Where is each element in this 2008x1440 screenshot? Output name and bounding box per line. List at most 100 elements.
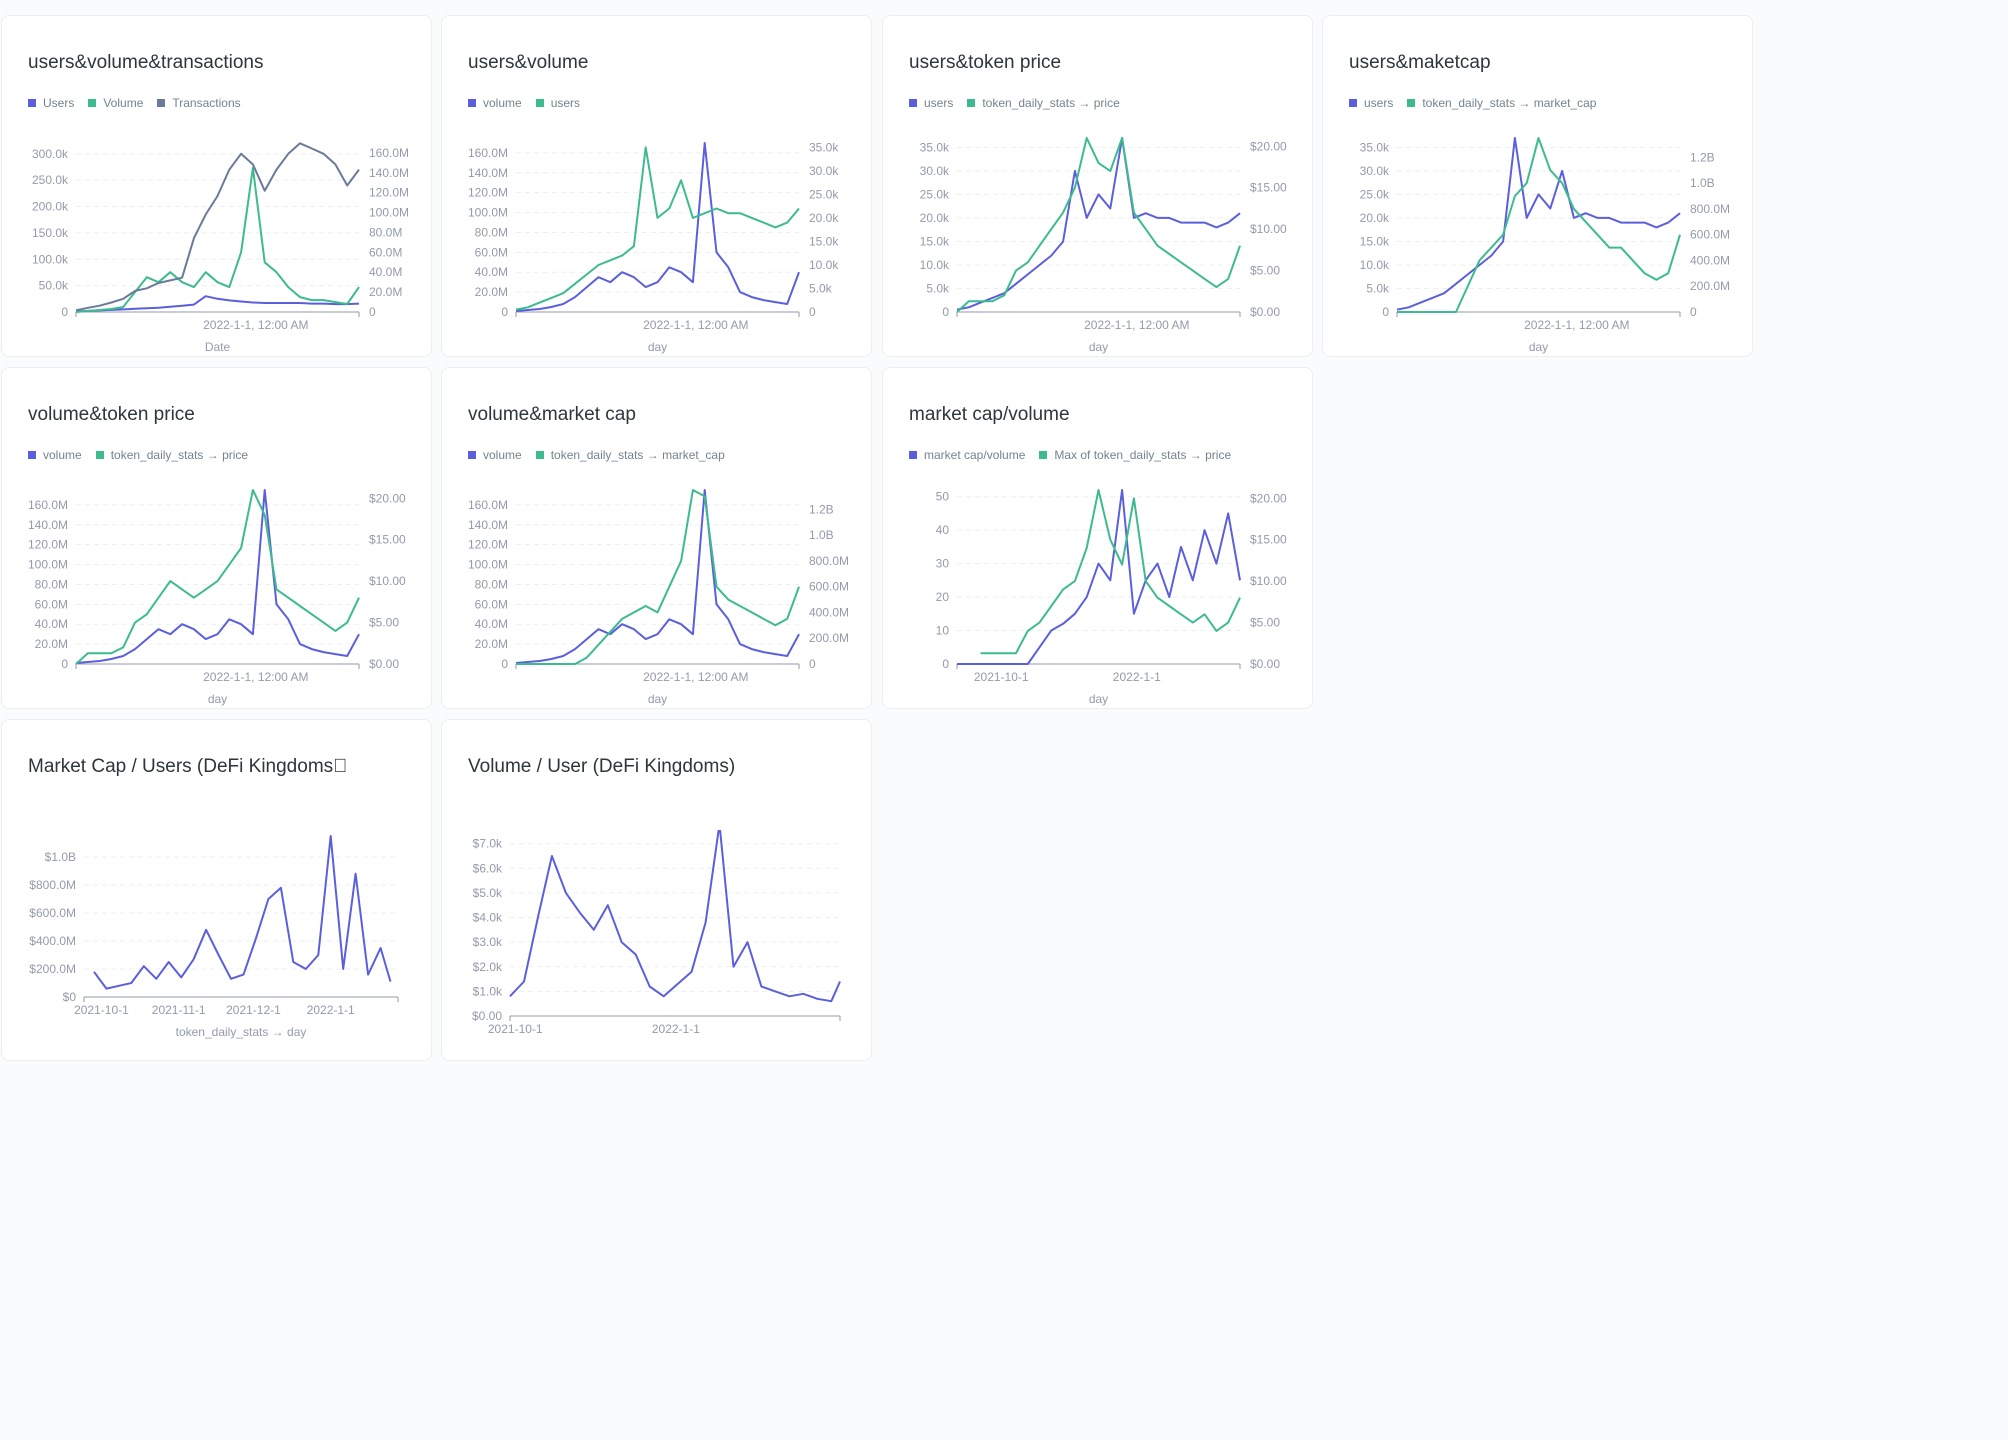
y-left-tick-label: 10.0k xyxy=(920,258,950,272)
chart-title[interactable]: volume&token price xyxy=(28,404,195,425)
y-left-tick-label: $3.0k xyxy=(473,935,503,949)
legend-item[interactable]: Volume xyxy=(88,96,143,110)
legend-item[interactable]: users xyxy=(909,96,953,110)
legend-item[interactable]: token_daily_stats → market_cap xyxy=(535,448,725,462)
chart-card[interactable]: users&token price users token_daily_stats … xyxy=(882,15,1313,357)
y-left-tick-label: 40 xyxy=(936,523,950,537)
y-left-tick-label: 0 xyxy=(1382,305,1389,319)
x-tick-label: 2022-1-1, 12:00 AM xyxy=(643,318,748,332)
legend-item[interactable]: users xyxy=(1349,96,1393,110)
y-left-tick-label: 0 xyxy=(942,305,949,319)
y-left-tick-label: 15.0k xyxy=(1360,234,1390,248)
y-right-tick-label: $15.00 xyxy=(369,533,406,547)
legend-swatch xyxy=(967,99,976,107)
series-line xyxy=(1397,137,1681,313)
y-left-tick-label: 60.0M xyxy=(475,597,508,611)
legend-swatch xyxy=(535,99,544,107)
legend: Users Volume Transactions xyxy=(28,96,241,110)
series-line xyxy=(75,489,360,664)
legend-swatch xyxy=(95,451,104,459)
series-line xyxy=(75,142,360,312)
chart-title[interactable]: Volume / User (DeFi Kingdoms) xyxy=(468,756,736,777)
series-line xyxy=(515,142,800,312)
y-right-tick-label: 0 xyxy=(369,305,376,319)
legend-item[interactable]: token_daily_stats → price xyxy=(95,448,249,462)
y-left-tick-label: 60.0M xyxy=(35,597,68,611)
chart-card[interactable]: users&maketcap users token_daily_stats → m… xyxy=(1322,15,1753,357)
y-left-tick-label: 25.0k xyxy=(920,187,950,201)
y-right-tick-label: $10.00 xyxy=(1250,222,1287,236)
x-tick-label: 2021-10-1 xyxy=(74,1003,129,1017)
y-right-tick-label: 600.0M xyxy=(1690,228,1730,242)
legend-item[interactable]: users xyxy=(535,96,580,110)
legend-item[interactable]: Transactions xyxy=(157,96,241,110)
y-right-tick-label: 200.0M xyxy=(809,631,849,645)
y-left-tick-label: $7.0k xyxy=(473,837,503,851)
legend-item[interactable]: Users xyxy=(28,96,74,110)
legend-item[interactable]: token_daily_stats → market_cap xyxy=(1407,96,1596,110)
y-right-tick-label: $15.00 xyxy=(1250,181,1287,195)
x-tick-label: 2022-1-1, 12:00 AM xyxy=(643,670,748,684)
legend-item[interactable]: Max of token_daily_stats → price xyxy=(1039,448,1231,462)
y-left-tick-label: 50 xyxy=(936,490,950,504)
y-right-tick-label: $0.00 xyxy=(369,657,399,671)
legend-item[interactable]: market cap/volume xyxy=(909,448,1025,462)
chart-title[interactable]: users&token price xyxy=(909,52,1062,73)
chart-card[interactable]: volume&token price volume token_daily_stat… xyxy=(1,367,432,709)
series-line xyxy=(1396,137,1681,311)
chart-title[interactable]: Market Cap / Users (DeFi Kingdoms  xyxy=(28,756,348,777)
legend: volume token_daily_stats → price xyxy=(28,448,248,462)
y-right-tick-label: $5.00 xyxy=(369,616,399,630)
y-left-tick-label: $5.0k xyxy=(473,886,503,900)
y-left-tick-label: 25.0k xyxy=(1360,187,1390,201)
y-left-tick-label: 20.0k xyxy=(920,211,950,225)
y-left-tick-label: 30.0k xyxy=(920,164,950,178)
x-tick-label: 2022-1-1, 12:00 AM xyxy=(203,670,308,684)
legend-item[interactable]: volume xyxy=(468,96,522,110)
chart-card[interactable]: Market Cap / Users (DeFi Kingdoms  $0 $200… xyxy=(1,719,432,1061)
series-line xyxy=(980,489,1241,655)
y-right-tick-label: 160.0M xyxy=(369,146,409,160)
chart-title[interactable]: users&maketcap xyxy=(1349,52,1491,73)
x-tick-label: 2022-1-1 xyxy=(1113,670,1161,684)
legend-item[interactable]: volume xyxy=(468,448,522,462)
x-tick-label: 2022-1-1 xyxy=(652,1022,700,1036)
series-line xyxy=(75,166,360,313)
chart-title[interactable]: users&volume&transactions xyxy=(28,52,264,73)
legend-swatch xyxy=(28,99,36,107)
chart-card[interactable]: Volume / User (DeFi Kingdoms) $0.00 $1.0k $… xyxy=(441,719,872,1061)
legend-label: token_daily_stats → price xyxy=(110,448,249,462)
y-left-tick-label: 0 xyxy=(942,657,949,671)
y-right-tick-label: 0 xyxy=(809,305,816,319)
y-right-tick-label: 100.0M xyxy=(369,206,409,220)
legend-swatch xyxy=(1039,451,1048,459)
legend: users token_daily_stats → price xyxy=(909,96,1120,110)
y-left-tick-label: $0 xyxy=(63,990,77,1004)
chart-card[interactable]: users&volume volume users 0 20.0M 40.0M 60.0M 8… xyxy=(441,15,872,357)
legend-item[interactable]: token_daily_stats → price xyxy=(967,96,1120,110)
y-right-tick-label: 25.0k xyxy=(809,187,839,201)
chart-title[interactable]: market cap/volume xyxy=(909,404,1070,425)
x-axis-label: day xyxy=(1089,340,1108,354)
legend: volume token_daily_stats → market_cap xyxy=(468,448,725,462)
chart-card[interactable]: market cap/volume market cap/volume Max of… xyxy=(882,367,1313,709)
y-left-tick-label: $600.0M xyxy=(29,906,76,920)
legend-item[interactable]: volume xyxy=(28,448,82,462)
y-left-tick-label: 200.0k xyxy=(32,200,69,214)
y-left-tick-label: 20.0M xyxy=(475,285,508,299)
series-line xyxy=(516,489,800,665)
y-right-tick-label: $5.00 xyxy=(1250,264,1280,278)
legend-swatch xyxy=(88,99,97,107)
y-right-tick-label: 40.0M xyxy=(369,265,402,279)
chart-card[interactable]: users&volume&transactions Users Volume Tran… xyxy=(1,15,432,357)
chart-title[interactable]: volume&market cap xyxy=(468,404,636,425)
y-right-tick-label: 120.0M xyxy=(369,186,409,200)
chart-card[interactable]: volume&market cap volume token_daily_stats… xyxy=(441,367,872,709)
series-line xyxy=(515,489,800,664)
chart-title[interactable]: users&volume xyxy=(468,52,589,73)
legend-label: users xyxy=(1364,96,1394,110)
y-left-tick-label: 80.0M xyxy=(475,225,508,239)
y-right-tick-label: 1.2B xyxy=(1690,150,1715,164)
y-right-tick-label: 15.0k xyxy=(809,234,839,248)
y-left-tick-label: 40.0M xyxy=(475,265,508,279)
